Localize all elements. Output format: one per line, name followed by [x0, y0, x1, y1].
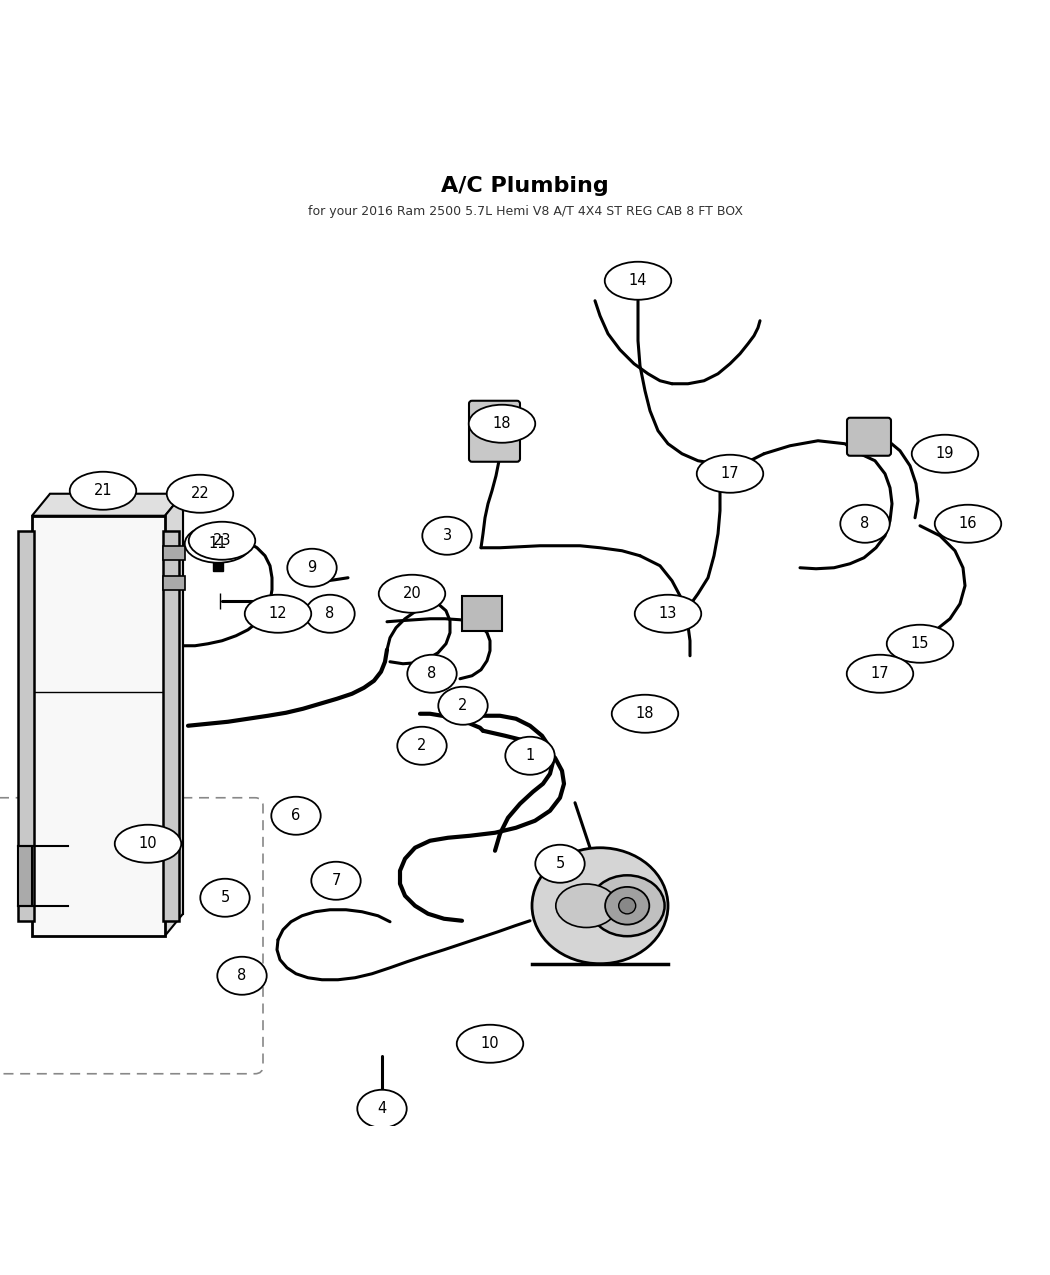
Ellipse shape	[697, 455, 763, 492]
Ellipse shape	[887, 625, 953, 663]
Ellipse shape	[271, 797, 320, 835]
Ellipse shape	[846, 655, 914, 692]
Bar	[163, 576, 185, 590]
Ellipse shape	[605, 261, 671, 300]
Text: 8: 8	[237, 968, 247, 983]
Text: 10: 10	[139, 836, 157, 852]
Polygon shape	[50, 493, 183, 914]
Polygon shape	[165, 493, 183, 936]
Ellipse shape	[590, 876, 665, 936]
Text: 17: 17	[720, 467, 739, 481]
Ellipse shape	[911, 435, 979, 473]
Bar	[163, 546, 185, 560]
Text: 7: 7	[332, 873, 340, 889]
Bar	[32, 516, 165, 936]
Ellipse shape	[555, 884, 617, 927]
Ellipse shape	[189, 521, 255, 560]
Bar	[418, 590, 430, 608]
Bar	[163, 530, 178, 921]
Ellipse shape	[379, 575, 445, 613]
Text: 15: 15	[910, 636, 929, 652]
Ellipse shape	[357, 1090, 406, 1128]
Ellipse shape	[505, 737, 554, 775]
FancyBboxPatch shape	[462, 595, 502, 631]
Ellipse shape	[605, 887, 649, 924]
Text: for your 2016 Ram 2500 5.7L Hemi V8 A/T 4X4 ST REG CAB 8 FT BOX: for your 2016 Ram 2500 5.7L Hemi V8 A/T …	[308, 205, 742, 218]
Ellipse shape	[397, 727, 446, 765]
Ellipse shape	[288, 548, 337, 586]
Text: 10: 10	[481, 1037, 500, 1052]
Ellipse shape	[185, 525, 251, 562]
Text: 18: 18	[635, 706, 654, 722]
Text: A/C Plumbing: A/C Plumbing	[441, 176, 609, 196]
FancyBboxPatch shape	[847, 418, 891, 455]
Ellipse shape	[618, 898, 635, 914]
Ellipse shape	[934, 505, 1002, 543]
Text: 19: 19	[936, 446, 954, 462]
Text: 8: 8	[326, 606, 335, 621]
FancyBboxPatch shape	[469, 400, 520, 462]
Ellipse shape	[311, 862, 361, 900]
Text: 3: 3	[442, 528, 452, 543]
Text: 17: 17	[870, 667, 889, 681]
Ellipse shape	[69, 472, 136, 510]
Ellipse shape	[840, 505, 889, 543]
Text: 18: 18	[492, 416, 511, 431]
Text: 16: 16	[959, 516, 978, 532]
Text: 22: 22	[191, 486, 209, 501]
Ellipse shape	[438, 687, 487, 724]
Text: 9: 9	[308, 560, 317, 575]
Ellipse shape	[532, 848, 668, 964]
Polygon shape	[32, 493, 183, 516]
Ellipse shape	[635, 594, 701, 632]
Bar	[403, 590, 415, 608]
Text: 12: 12	[269, 606, 288, 621]
Text: 1: 1	[525, 748, 534, 764]
Bar	[18, 530, 34, 921]
Ellipse shape	[114, 825, 182, 863]
Ellipse shape	[167, 474, 233, 513]
Text: 2: 2	[417, 738, 426, 754]
Ellipse shape	[536, 845, 585, 882]
Text: 5: 5	[555, 857, 565, 871]
Text: 6: 6	[292, 808, 300, 824]
Bar	[18, 845, 32, 905]
Text: 11: 11	[209, 537, 227, 551]
Text: 2: 2	[458, 699, 467, 713]
Text: 8: 8	[427, 667, 437, 681]
Ellipse shape	[217, 956, 267, 994]
Text: 8: 8	[860, 516, 869, 532]
Ellipse shape	[612, 695, 678, 733]
Ellipse shape	[407, 655, 457, 692]
Text: 23: 23	[213, 533, 231, 548]
Text: 20: 20	[402, 586, 421, 602]
Text: 4: 4	[377, 1102, 386, 1116]
Text: 21: 21	[93, 483, 112, 499]
Ellipse shape	[245, 594, 311, 632]
Text: 14: 14	[629, 273, 647, 288]
Text: 5: 5	[220, 890, 230, 905]
Text: 13: 13	[658, 606, 677, 621]
Ellipse shape	[306, 594, 355, 632]
Ellipse shape	[422, 516, 471, 555]
Ellipse shape	[468, 404, 536, 442]
Ellipse shape	[457, 1025, 523, 1063]
Ellipse shape	[201, 878, 250, 917]
